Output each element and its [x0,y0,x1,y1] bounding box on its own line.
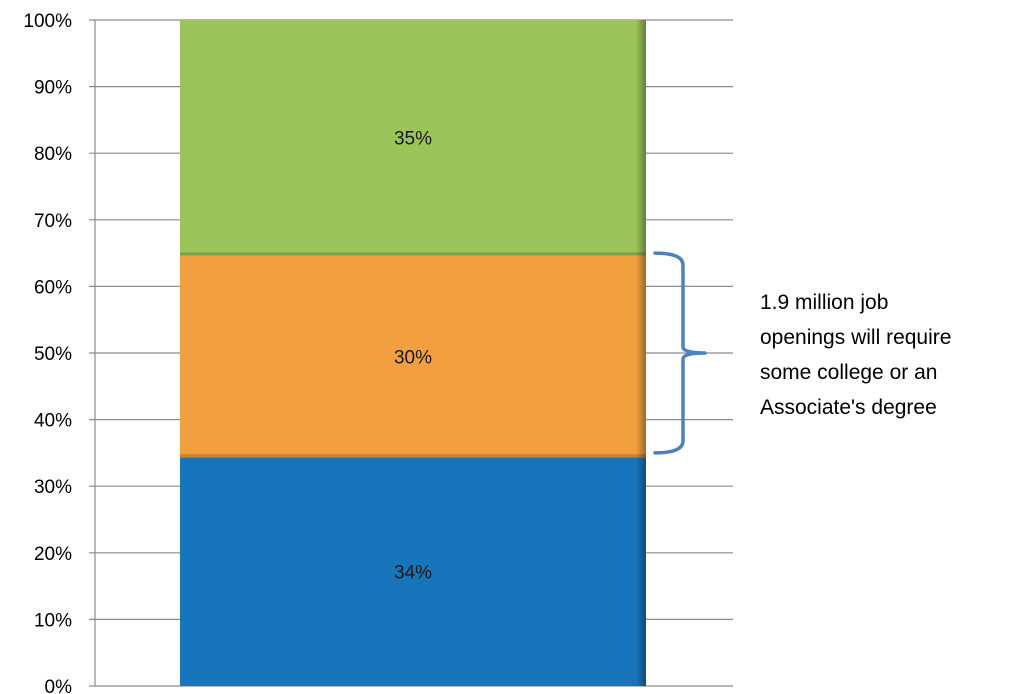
bar-segment-shadow [180,454,646,458]
y-tick-label: 0% [45,677,73,694]
data-label: 30% [394,347,432,368]
y-tick-label: 10% [34,610,72,631]
annotation-line: openings will require [760,326,951,349]
annotation-line: Associate's degree [760,396,937,419]
y-tick-label: 90% [34,78,72,99]
bar-segment [180,255,646,458]
y-tick-label: 60% [34,277,72,298]
bar-segment-shadow [180,252,646,256]
annotation-line: some college or an [760,361,937,384]
y-tick-label: 30% [34,477,72,498]
data-label: 35% [394,129,432,150]
bar-segment [180,20,646,256]
y-tick-label: 50% [34,344,72,365]
y-tick-label: 70% [34,211,72,232]
bar-segment-shade [636,20,646,256]
annotation-line: 1.9 million job [760,291,888,314]
bar-segments [180,20,646,686]
bar-segment-shade [636,457,646,686]
data-label: 34% [394,563,432,584]
y-tick-label: 20% [34,544,72,565]
bar-segment-shade [636,255,646,458]
bar-segment [180,457,646,686]
y-tick-labels: 0% 10% 20% 30% 40% 50% 60% 70% 80% 90% 100% [23,11,72,694]
annotation: 1.9 million job openings will require some… [653,251,951,455]
bracket [653,251,707,455]
y-tick-label: 100% [23,11,72,32]
data-labels: 34% 30% 35% [394,129,432,584]
y-tick-label: 80% [34,144,72,165]
y-tick-label: 40% [34,411,72,432]
